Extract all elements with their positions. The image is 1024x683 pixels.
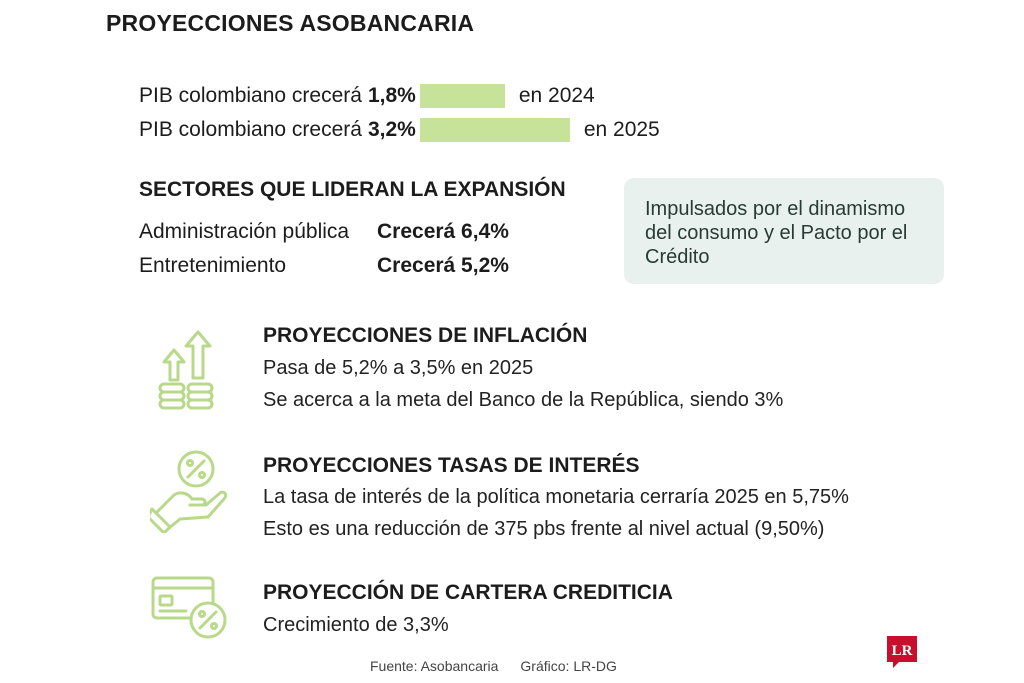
hand-percent-icon	[146, 447, 230, 535]
sector-row: Entretenimiento Crecerá 5,2%	[139, 252, 509, 280]
sector-name: Entretenimiento	[139, 254, 287, 277]
interest-line-2: Esto es una reducción de 375 pbs frente …	[263, 518, 825, 540]
pib-row-value: 1,8%	[367, 84, 416, 107]
pib-row-2024: PIB colombiano crecerá 1,8% en 2024	[139, 81, 595, 111]
credit-card-percent-icon	[150, 574, 230, 642]
pib-bar-2025	[419, 118, 570, 142]
pib-row-year: en 2024	[518, 84, 595, 107]
sectors-title: SECTORES QUE LIDERAN LA EXPANSIÓN	[139, 178, 566, 201]
sector-growth: Crecerá 5,2%	[377, 254, 509, 277]
pib-row-year: en 2025	[583, 118, 660, 141]
inflation-title: PROYECCIONES DE INFLACIÓN	[263, 324, 588, 347]
pib-row-value: 3,2%	[367, 118, 416, 141]
credit-line-1: Crecimiento de 3,3%	[263, 614, 449, 636]
pib-row-label: PIB colombiano crecerá	[139, 118, 362, 141]
sector-row: Administración pública Crecerá 6,4%	[139, 218, 509, 246]
pib-bar-2024	[419, 84, 505, 108]
lr-logo: LR	[887, 636, 917, 668]
pib-row-2025: PIB colombiano crecerá 3,2% en 2025	[139, 115, 660, 145]
note-text: Impulsados por el dinamismo del consumo …	[645, 198, 908, 268]
footer-source: Fuente: Asobancaria	[370, 658, 499, 674]
interest-line-1: La tasa de interés de la política moneta…	[263, 486, 849, 508]
pib-row-label: PIB colombiano crecerá	[139, 84, 362, 107]
inflation-line-1: Pasa de 5,2% a 3,5% en 2025	[263, 357, 534, 379]
footer: Fuente: Asobancaria Gráfico: LR-DG	[370, 658, 639, 674]
rising-coins-icon	[156, 322, 218, 414]
inflation-line-2: Se acerca a la meta del Banco de la Repú…	[263, 389, 784, 411]
page-title: PROYECCIONES ASOBANCARIA	[106, 10, 475, 36]
interest-title: PROYECCIONES TASAS DE INTERÉS	[263, 454, 640, 477]
note-box: Impulsados por el dinamismo del consumo …	[624, 178, 944, 284]
sector-name: Administración pública	[139, 220, 350, 243]
footer-graphic: Gráfico: LR-DG	[520, 658, 617, 674]
credit-title: PROYECCIÓN DE CARTERA CREDITICIA	[263, 581, 673, 604]
sector-growth: Crecerá 6,4%	[377, 220, 509, 243]
svg-text:LR: LR	[892, 643, 913, 659]
